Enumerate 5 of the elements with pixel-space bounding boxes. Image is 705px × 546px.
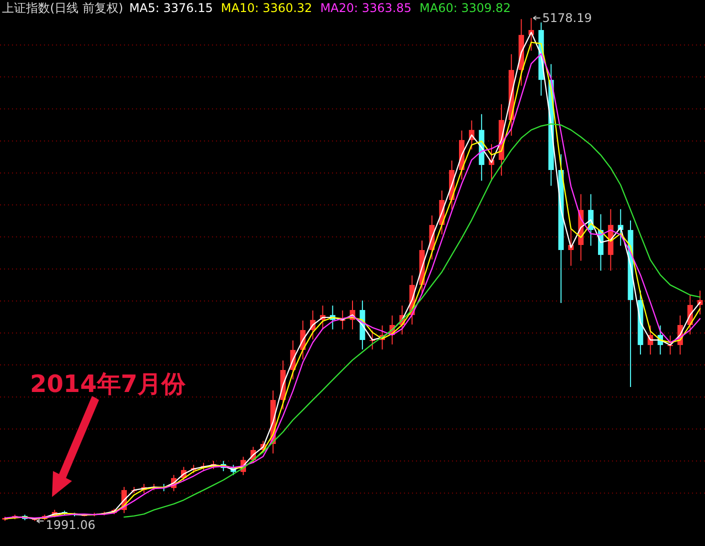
annotation: 5178.19 xyxy=(542,11,592,25)
legend: MA5: 3376.15 MA10: 3360.32 MA20: 3363.85 MA60: 3309.82 xyxy=(129,1,511,15)
annotation: 2014年7月份 xyxy=(30,370,186,398)
chart-title: 上证指数(日线 前复权) xyxy=(2,1,124,15)
annotation: 1991.06 xyxy=(46,518,96,532)
